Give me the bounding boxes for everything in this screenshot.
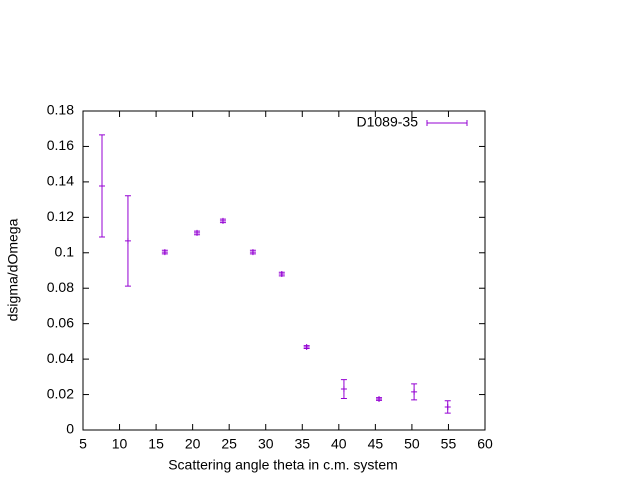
point	[340, 386, 347, 393]
y-tick-label: 0.08	[47, 279, 74, 295]
y-tick-label: 0.16	[47, 137, 74, 153]
point	[278, 271, 285, 278]
point	[444, 403, 451, 410]
x-tick-label: 50	[404, 436, 420, 452]
point	[376, 395, 383, 402]
point	[303, 344, 310, 351]
legend-label: D1089-35	[357, 114, 419, 130]
point	[219, 217, 226, 224]
x-axis-label: Scattering angle theta in c.m. system	[168, 457, 398, 473]
x-tick-label: 15	[148, 436, 164, 452]
x-tick-label: 55	[441, 436, 457, 452]
x-tick-label: 20	[185, 436, 201, 452]
point	[249, 249, 256, 256]
x-tick-label: 60	[477, 436, 493, 452]
y-tick-label: 0	[66, 421, 74, 437]
y-tick-label: 0.02	[47, 385, 74, 401]
y-tick-label: 0.04	[47, 350, 74, 366]
x-tick-label: 10	[112, 436, 128, 452]
y-tick-label: 0.18	[47, 102, 74, 118]
y-tick-label: 0.06	[47, 314, 74, 330]
x-tick-label: 45	[368, 436, 384, 452]
plot-frame	[82, 110, 486, 431]
y-tick-label: 0.1	[55, 243, 75, 259]
y-axis-label: dsigma/dOmega	[5, 218, 21, 321]
point	[124, 237, 131, 244]
point	[411, 388, 418, 395]
point	[194, 229, 201, 236]
x-tick-label: 30	[258, 436, 274, 452]
x-tick-label: 40	[331, 436, 347, 452]
x-tick-label: 5	[79, 436, 87, 452]
x-tick-label: 35	[294, 436, 310, 452]
y-tick-label: 0.12	[47, 208, 74, 224]
point	[99, 182, 106, 189]
x-tick-label: 25	[221, 436, 237, 452]
y-tick-label: 0.14	[47, 173, 74, 189]
legend-swatch	[426, 120, 468, 126]
point	[161, 249, 168, 256]
